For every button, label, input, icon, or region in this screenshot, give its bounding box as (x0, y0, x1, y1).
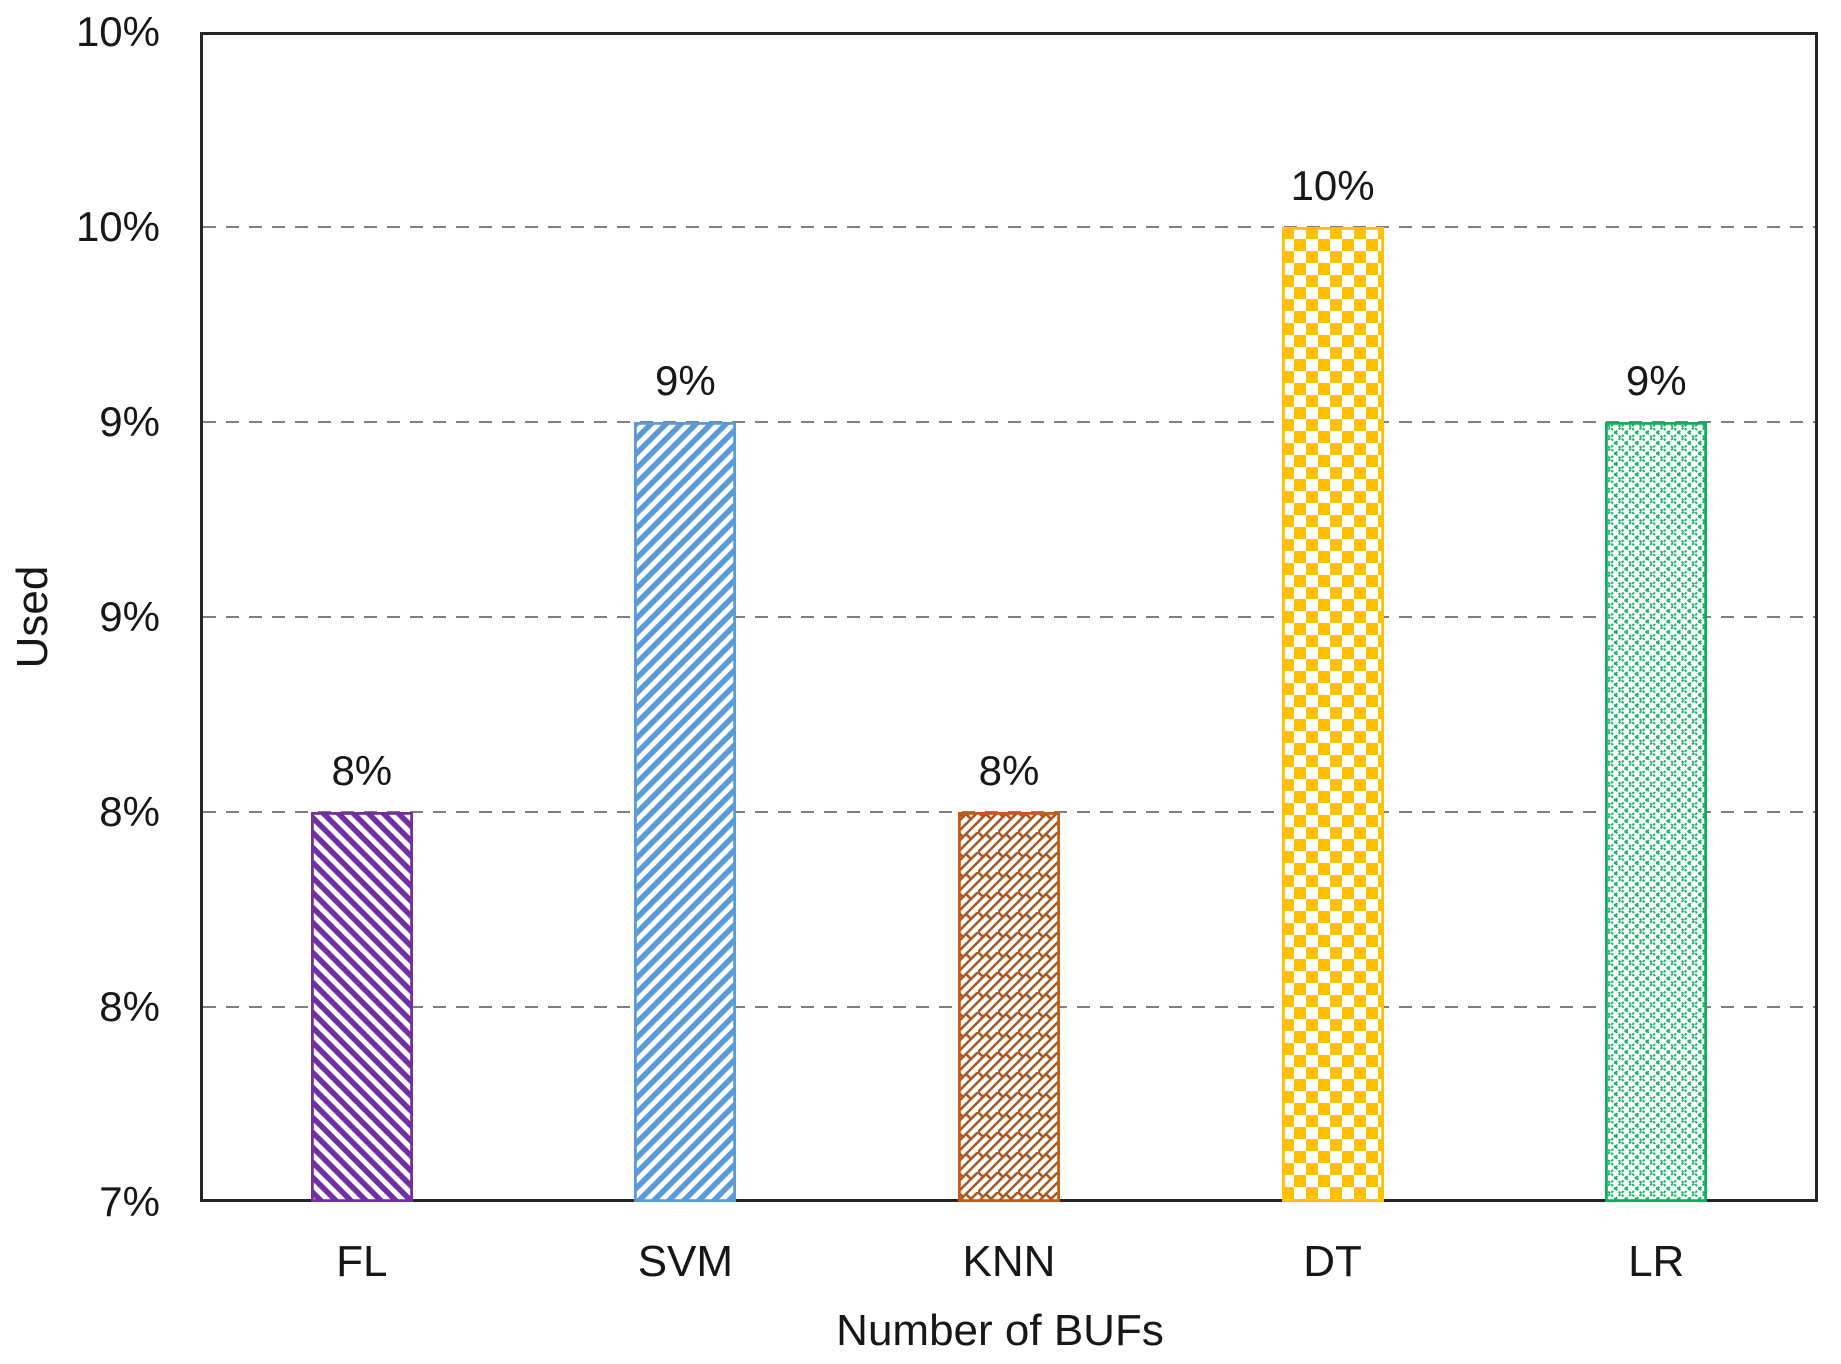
y-axis-tick-label: 10% (75, 8, 160, 55)
bar-FL (310, 812, 413, 1202)
x-axis-category-label: KNN (962, 1237, 1056, 1286)
bar-value-label: 8% (978, 747, 1040, 794)
bar-value-label: 10% (1290, 162, 1375, 209)
x-axis-title: Number of BUFs (836, 1306, 1164, 1355)
bar-LR (1605, 422, 1708, 1202)
y-axis-tick-label: 8% (99, 788, 160, 835)
bar-value-label: 9% (655, 357, 716, 404)
y-axis-tick-label: 8% (99, 983, 160, 1030)
y-axis-tick-label: 7% (99, 1178, 160, 1225)
y-axis-tick-label: 10% (75, 203, 160, 250)
x-axis-category-label: DT (1303, 1237, 1362, 1286)
bar-KNN (958, 812, 1060, 1202)
gridline (203, 226, 1815, 228)
y-axis-tick-label: 9% (99, 593, 160, 640)
gridline (203, 421, 1815, 423)
gridline (203, 616, 1815, 618)
x-axis-category-label: FL (336, 1237, 388, 1286)
bar-SVM (634, 422, 737, 1202)
y-axis-tick-label: 9% (99, 398, 160, 445)
bar-DT (1281, 227, 1384, 1202)
bar-value-label: 8% (331, 747, 393, 794)
x-axis-category-label: SVM (637, 1237, 734, 1286)
bar-value-label: 9% (1625, 357, 1687, 404)
x-axis-category-label: LR (1628, 1237, 1685, 1286)
